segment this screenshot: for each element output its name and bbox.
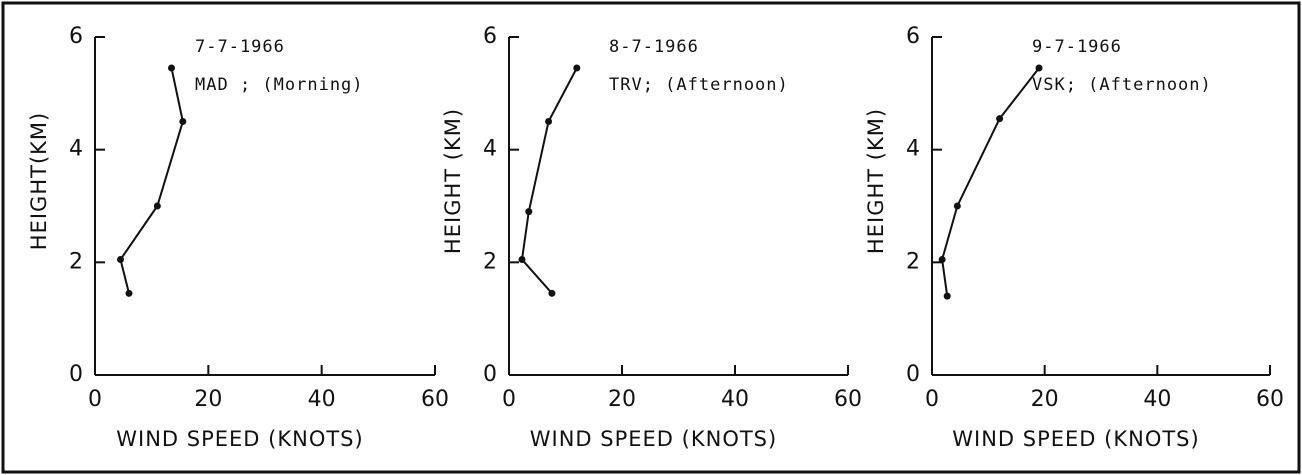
x-tick-label: 0 bbox=[502, 387, 516, 412]
x-axis-label: WIND SPEED (KNOTS) bbox=[530, 427, 777, 451]
data-point bbox=[117, 256, 124, 264]
annotation-station: MAD ; (Morning) bbox=[195, 75, 364, 95]
x-tick-label: 60 bbox=[834, 387, 862, 412]
x-tick-label: 0 bbox=[88, 387, 102, 412]
data-point bbox=[996, 115, 1004, 123]
x-tick-label: 60 bbox=[421, 387, 449, 412]
data-point bbox=[938, 256, 946, 264]
data-point bbox=[953, 202, 961, 210]
data-point bbox=[943, 292, 951, 300]
y-axis-label: HEIGHT (KM) bbox=[441, 108, 465, 254]
data-point bbox=[125, 289, 133, 297]
y-tick-label: 2 bbox=[906, 249, 920, 274]
data-point bbox=[153, 202, 161, 210]
x-tick-label: 40 bbox=[721, 387, 749, 412]
y-tick-label: 4 bbox=[906, 137, 920, 162]
y-axis-label: HEIGHT (KM) bbox=[864, 108, 888, 254]
x-tick-label: 40 bbox=[308, 387, 336, 412]
data-point bbox=[545, 118, 553, 125]
y-tick-label: 6 bbox=[69, 24, 83, 49]
y-tick-label: 2 bbox=[483, 249, 497, 274]
data-point bbox=[1035, 64, 1043, 72]
profile-line bbox=[119, 67, 184, 294]
y-tick-label: 4 bbox=[69, 137, 83, 162]
x-tick-label: 20 bbox=[608, 387, 636, 412]
x-axis-label: WIND SPEED (KNOTS) bbox=[116, 427, 363, 451]
data-point bbox=[525, 208, 533, 216]
y-tick-label: 4 bbox=[483, 137, 497, 162]
y-tick-label: 6 bbox=[483, 24, 497, 49]
profile-line bbox=[520, 67, 578, 294]
data-point bbox=[168, 64, 175, 72]
data-point bbox=[548, 289, 556, 297]
data-point bbox=[179, 118, 187, 125]
profile-line bbox=[941, 67, 1040, 297]
x-tick-label: 0 bbox=[925, 387, 939, 412]
annotation-station: TRV; (Afternoon) bbox=[609, 75, 789, 95]
x-tick-label: 20 bbox=[1031, 387, 1059, 412]
annotation-date: 8-7-1966 bbox=[609, 37, 699, 57]
annotation-date: 7-7-1966 bbox=[195, 37, 285, 57]
y-tick-label: 0 bbox=[906, 362, 920, 387]
x-tick-label: 20 bbox=[194, 387, 222, 412]
annotation-station: VSK; (Afternoon) bbox=[1032, 75, 1212, 95]
data-point bbox=[573, 64, 581, 72]
y-tick-label: 0 bbox=[69, 362, 83, 387]
y-tick-label: 0 bbox=[483, 362, 497, 387]
x-tick-label: 40 bbox=[1143, 387, 1171, 412]
x-tick-label: 60 bbox=[1256, 387, 1284, 412]
y-tick-label: 6 bbox=[906, 24, 920, 49]
annotation-date: 9-7-1966 bbox=[1032, 37, 1122, 57]
data-point bbox=[518, 256, 526, 264]
y-tick-label: 2 bbox=[69, 249, 83, 274]
y-axis-label: HEIGHT(KM) bbox=[27, 112, 51, 250]
x-axis-label: WIND SPEED (KNOTS) bbox=[952, 427, 1199, 451]
